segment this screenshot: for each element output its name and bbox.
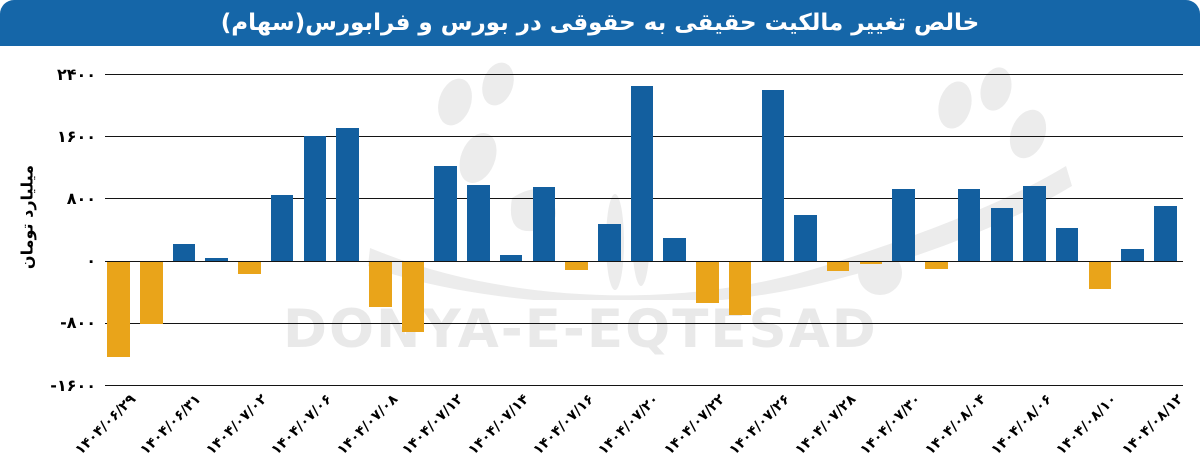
bar-negative bbox=[369, 260, 392, 308]
calligraphy-watermark-logo bbox=[368, 62, 1072, 300]
bar-positive bbox=[794, 214, 817, 261]
bar-positive bbox=[205, 258, 228, 261]
x-tick-label: ۱۴۰۴/۰۷/۳۰ bbox=[857, 391, 925, 459]
bar-positive bbox=[630, 86, 654, 261]
bar-positive bbox=[499, 255, 523, 261]
bar-positive bbox=[270, 195, 294, 261]
bar-negative bbox=[826, 260, 850, 271]
bar-positive bbox=[598, 224, 621, 261]
bar-negative bbox=[401, 260, 425, 333]
x-tick-label: ۱۴۰۴/۰۷/۲۰ bbox=[595, 391, 663, 459]
bar-positive bbox=[663, 238, 686, 261]
y-tick-label: ۲۴۰۰ bbox=[56, 64, 96, 84]
chart-title: خالص تغییر مالکیت حقیقی به حقوقی در بورس… bbox=[220, 10, 980, 36]
x-tick-label: ۱۴۰۴/۰۷/۱۲ bbox=[399, 391, 467, 459]
y-tick-label: -۸۰۰ bbox=[60, 313, 96, 333]
x-tick-label: ۱۴۰۴/۰۷/۲۲ bbox=[661, 391, 728, 459]
bar-positive bbox=[172, 244, 196, 261]
bar-negative bbox=[107, 260, 130, 357]
x-tick-label: ۱۴۰۴/۰۷/۰۲ bbox=[203, 391, 271, 459]
bar-positive bbox=[1154, 206, 1177, 261]
bar-negative bbox=[1088, 260, 1112, 290]
x-tick-label: ۱۴۰۴/۰۸/۱۰ bbox=[1053, 391, 1121, 459]
x-tick-label: ۱۴۰۴/۰۶/۲۹ bbox=[72, 391, 140, 459]
bar-positive bbox=[990, 208, 1013, 261]
x-tick-label: ۱۴۰۴/۰۷/۰۶ bbox=[268, 391, 336, 459]
x-tick-label: ۱۴۰۴/۰۷/۱۶ bbox=[530, 391, 598, 459]
y-tick-label: ۸۰۰ bbox=[66, 188, 96, 208]
bar-negative bbox=[728, 260, 752, 315]
bar-positive bbox=[1121, 248, 1144, 261]
bar-negative bbox=[238, 260, 261, 274]
bar-negative bbox=[565, 260, 588, 270]
bar-positive bbox=[532, 187, 555, 261]
x-tick-label: ۱۴۰۴/۰۸/۰۴ bbox=[922, 391, 990, 459]
bar-positive bbox=[1023, 186, 1046, 261]
bar-negative bbox=[859, 260, 883, 264]
bar-negative bbox=[696, 260, 719, 303]
gridline bbox=[105, 74, 1183, 75]
bar-positive bbox=[467, 185, 490, 261]
bar-positive bbox=[1055, 228, 1079, 261]
bar-positive bbox=[892, 189, 915, 261]
bar-positive bbox=[957, 189, 981, 261]
zero-axis-line bbox=[105, 260, 1183, 262]
latin-watermark-text: DONYA-E-EQTESAD bbox=[283, 299, 878, 360]
x-tick-label: ۱۴۰۴/۰۷/۲۸ bbox=[791, 391, 859, 459]
x-tick-label: ۱۴۰۴/۰۷/۲۶ bbox=[726, 391, 794, 459]
x-tick-label: ۱۴۰۴/۰۸/۱۲ bbox=[1119, 391, 1186, 459]
x-tick-label: ۱۴۰۴/۰۷/۰۸ bbox=[333, 391, 401, 459]
bar-positive bbox=[336, 128, 359, 261]
bar-negative bbox=[925, 260, 948, 270]
bar-negative bbox=[140, 260, 163, 325]
bar-positive bbox=[434, 166, 457, 261]
chart-title-bar: خالص تغییر مالکیت حقیقی به حقوقی در بورس… bbox=[0, 0, 1200, 46]
x-tick-label: ۱۴۰۴/۰۷/۱۴ bbox=[464, 391, 532, 459]
bar-positive bbox=[761, 89, 784, 261]
x-tick-label: ۱۴۰۴/۰۸/۰۶ bbox=[988, 391, 1056, 459]
y-tick-label: ۱۶۰۰ bbox=[56, 126, 96, 146]
gridline bbox=[105, 385, 1183, 386]
y-tick-label: -۱۶۰۰ bbox=[50, 375, 96, 395]
gridline bbox=[105, 322, 1183, 324]
y-tick-label: ۰ bbox=[86, 251, 96, 271]
bar-positive bbox=[303, 136, 327, 261]
x-tick-label: ۱۴۰۴/۰۶/۳۱ bbox=[137, 391, 205, 459]
